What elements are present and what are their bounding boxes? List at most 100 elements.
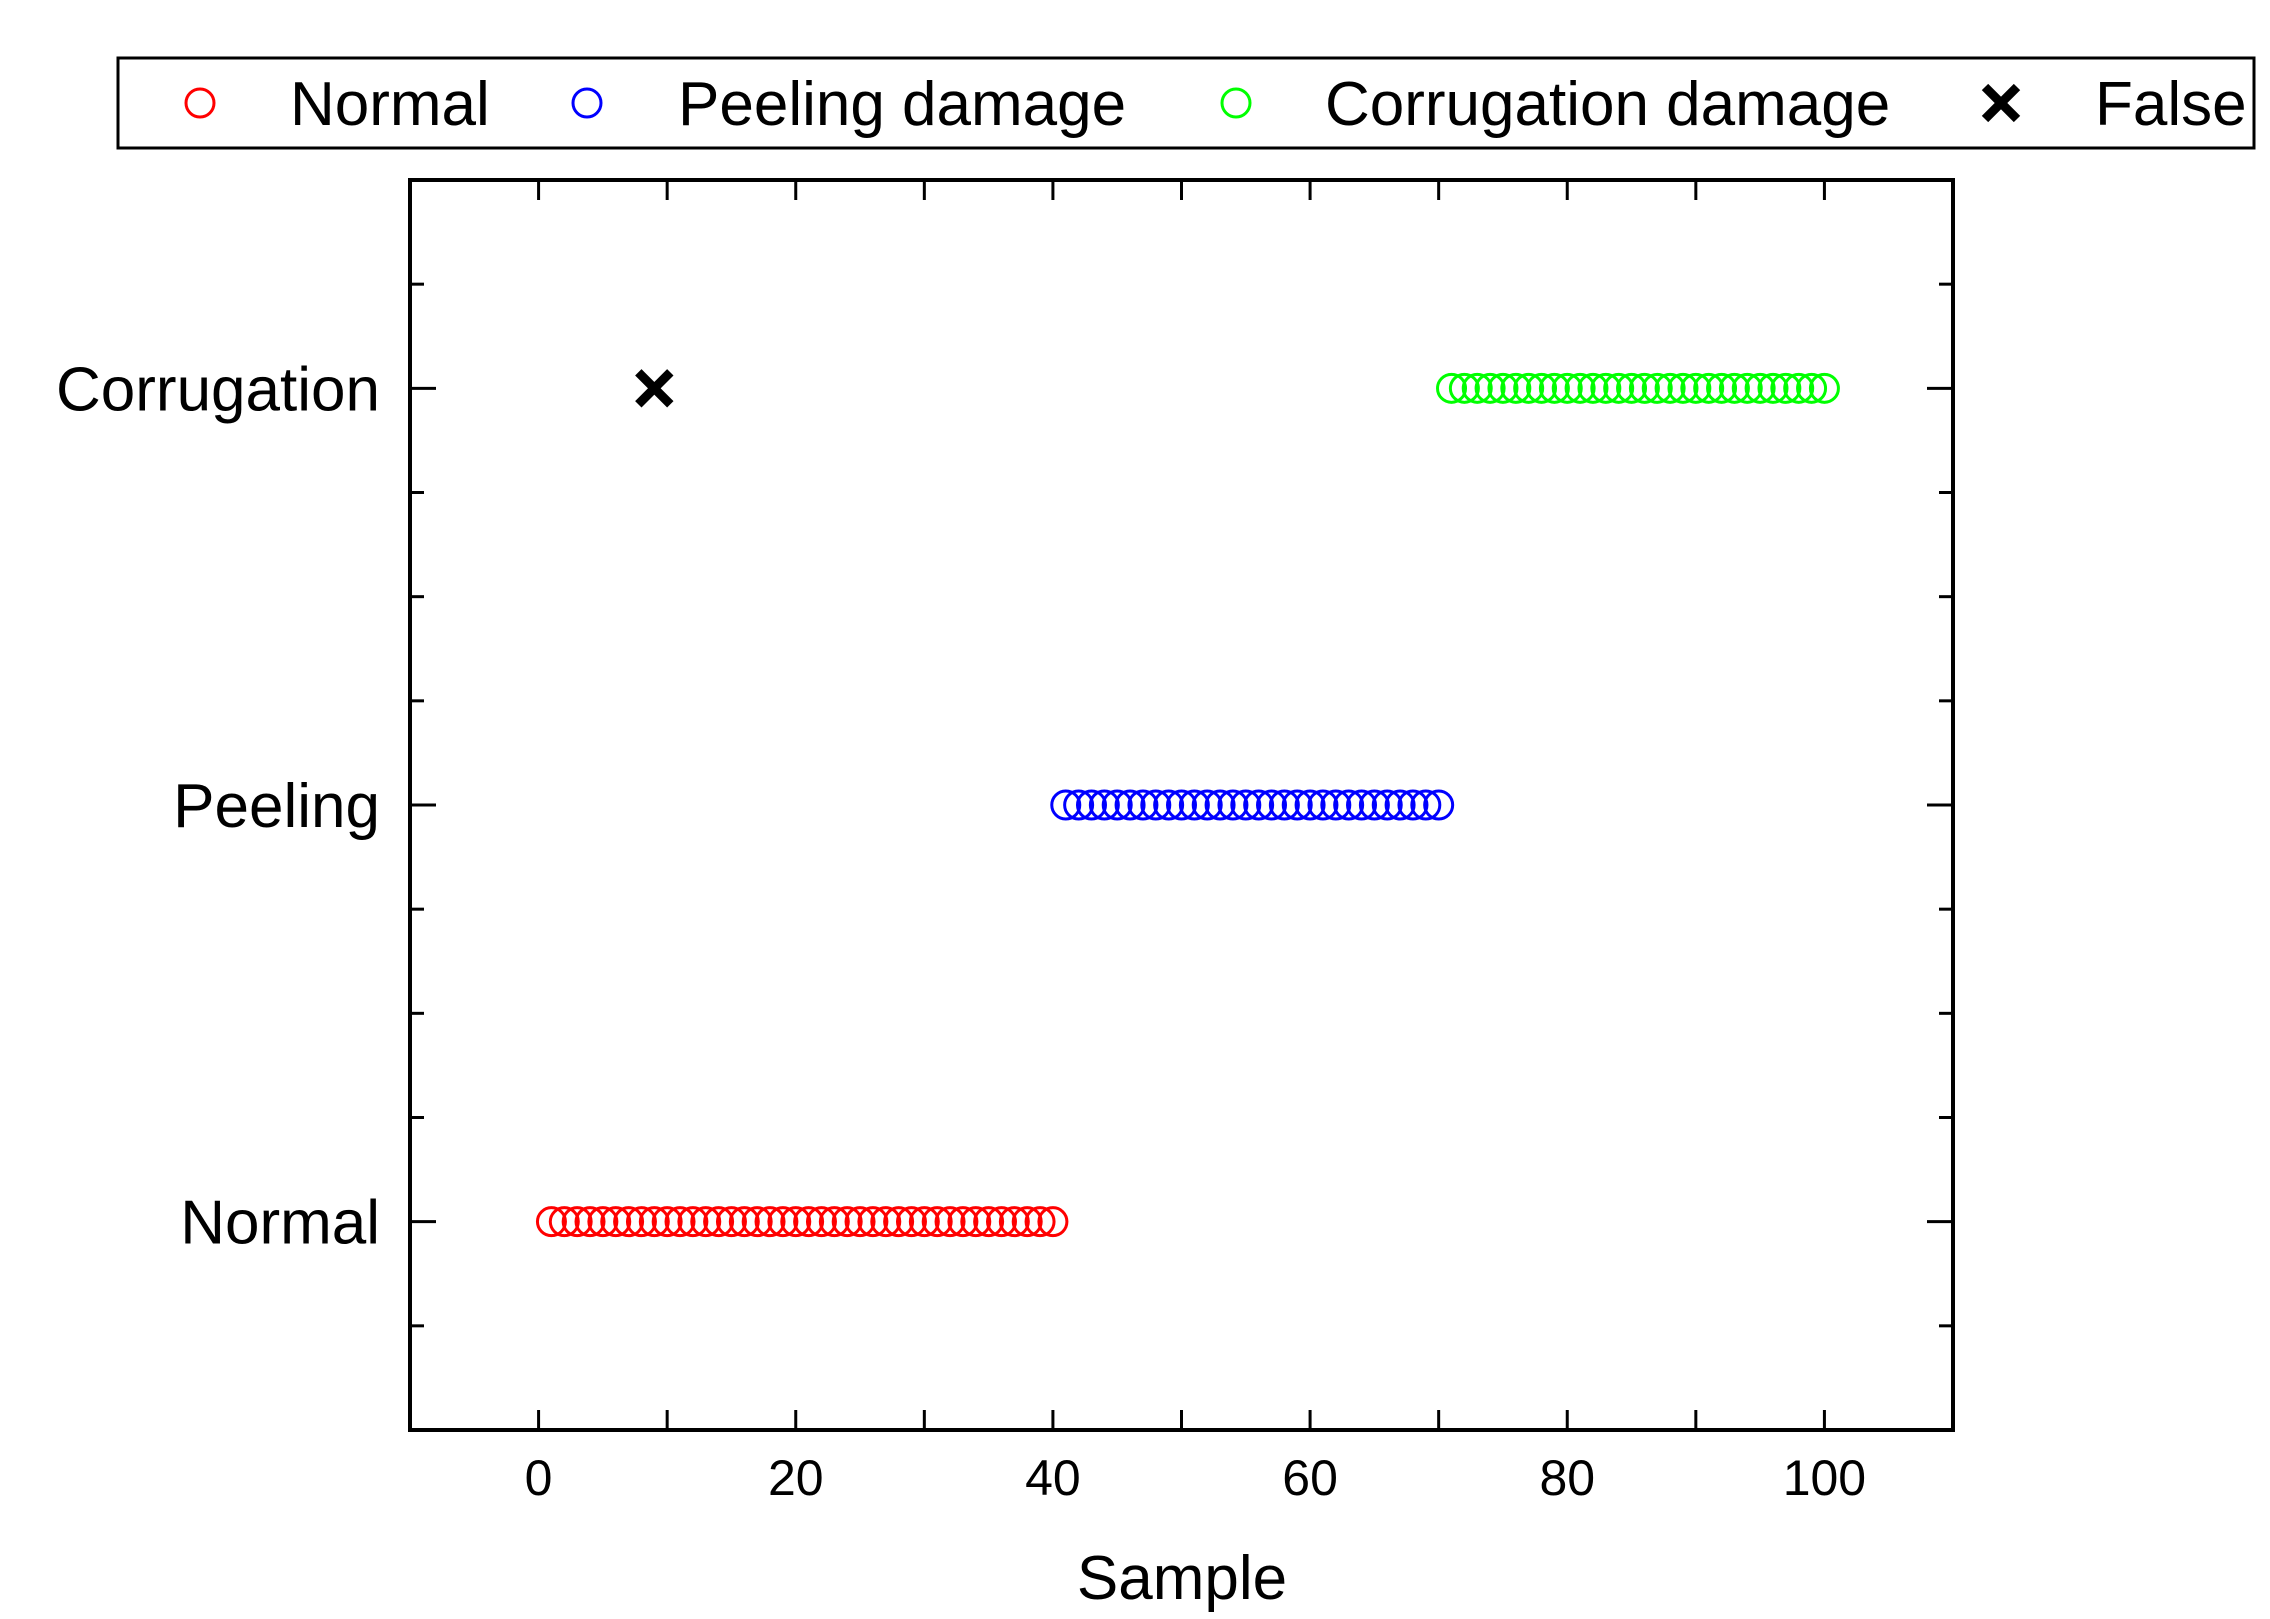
data-point — [908, 1206, 940, 1238]
data-point — [638, 1206, 670, 1238]
legend-marker-false — [1981, 83, 2021, 123]
data-point — [857, 1206, 889, 1238]
x-tick-label: 60 — [1282, 1450, 1338, 1506]
data-point — [651, 1206, 683, 1238]
data-point — [818, 1206, 850, 1238]
legend-frame — [116, 56, 2256, 150]
data-point — [574, 1206, 606, 1238]
data-point — [1616, 372, 1648, 404]
data-point — [1474, 372, 1506, 404]
data-point — [535, 1206, 567, 1238]
data-point — [1423, 789, 1455, 821]
data-point — [1744, 372, 1776, 404]
data-point — [715, 1206, 747, 1238]
data-point — [1783, 372, 1815, 404]
legend-label-corrugation: Corrugation damage — [1325, 70, 1890, 139]
data-point — [1153, 789, 1185, 821]
data-point — [561, 1206, 593, 1238]
data-point — [1796, 372, 1828, 404]
data-point — [921, 1206, 953, 1238]
data-point — [1140, 789, 1172, 821]
data-point — [1294, 789, 1326, 821]
data-point — [1513, 372, 1545, 404]
data-point — [1731, 372, 1763, 404]
data-point — [1693, 372, 1725, 404]
x-tick-label: 40 — [1025, 1450, 1081, 1506]
data-point — [793, 1206, 825, 1238]
data-point — [1487, 372, 1519, 404]
data-point — [1628, 372, 1660, 404]
series-peeling-damage — [1050, 789, 1455, 821]
data-point — [600, 1206, 632, 1238]
data-point — [1256, 789, 1288, 821]
legend-marker-normal — [184, 87, 216, 119]
data-point — [1590, 372, 1622, 404]
data-point — [1063, 789, 1095, 821]
data-point — [883, 1206, 915, 1238]
data-point — [690, 1206, 722, 1238]
data-point — [947, 1206, 979, 1238]
data-point — [728, 1206, 760, 1238]
data-point — [895, 1206, 927, 1238]
data-point — [973, 1206, 1005, 1238]
data-point — [831, 1206, 863, 1238]
data-point — [1680, 372, 1712, 404]
data-point — [1538, 372, 1570, 404]
data-point — [1320, 789, 1352, 821]
data-point — [805, 1206, 837, 1238]
data-point — [1230, 789, 1262, 821]
data-point — [870, 1206, 902, 1238]
data-point — [1461, 372, 1493, 404]
y-category-label: Peeling — [173, 772, 380, 841]
data-point — [1577, 372, 1609, 404]
data-point — [1641, 372, 1673, 404]
x-tick-label: 100 — [1783, 1450, 1866, 1506]
legend-marker-corrugation — [1220, 87, 1252, 119]
data-point — [613, 1206, 645, 1238]
data-point — [1757, 372, 1789, 404]
data-point — [1436, 372, 1468, 404]
data-point — [960, 1206, 992, 1238]
data-point — [754, 1206, 786, 1238]
data-point — [1204, 789, 1236, 821]
data-point — [1551, 372, 1583, 404]
legend-label-peeling: Peeling damage — [678, 70, 1126, 139]
data-point — [1654, 372, 1686, 404]
data-points — [535, 369, 1840, 1238]
series-false — [635, 369, 674, 408]
data-point — [1448, 372, 1480, 404]
data-point — [1410, 789, 1442, 821]
data-point — [1526, 372, 1558, 404]
data-point — [998, 1206, 1030, 1238]
data-point — [844, 1206, 876, 1238]
data-point — [1307, 789, 1339, 821]
legend-marker-peeling — [571, 87, 603, 119]
data-point-false — [635, 369, 674, 408]
data-point — [1011, 1206, 1043, 1238]
series-corrugation-damage — [1436, 372, 1840, 404]
data-point — [1808, 372, 1840, 404]
data-point — [1770, 372, 1802, 404]
data-point — [1127, 789, 1159, 821]
data-point — [548, 1206, 580, 1238]
y-category-label: Normal — [180, 1189, 380, 1258]
legend: Normal Peeling damage Corrugation damage… — [116, 56, 2256, 150]
data-point — [1718, 372, 1750, 404]
data-point — [1667, 372, 1699, 404]
data-point — [1243, 789, 1275, 821]
legend-label-normal: Normal — [290, 70, 490, 139]
data-point — [1191, 789, 1223, 821]
data-point — [1346, 789, 1378, 821]
data-point — [1178, 789, 1210, 821]
data-point — [767, 1206, 799, 1238]
legend-label-false: False — [2095, 70, 2247, 139]
data-point — [703, 1206, 735, 1238]
data-point — [1088, 789, 1120, 821]
data-point — [587, 1206, 619, 1238]
x-axis: 0 20 40 60 80 100 — [525, 180, 1866, 1506]
data-point — [1268, 789, 1300, 821]
data-point — [1037, 1206, 1069, 1238]
x-tick-label: 80 — [1539, 1450, 1595, 1506]
data-point — [1075, 789, 1107, 821]
data-point — [1333, 789, 1365, 821]
